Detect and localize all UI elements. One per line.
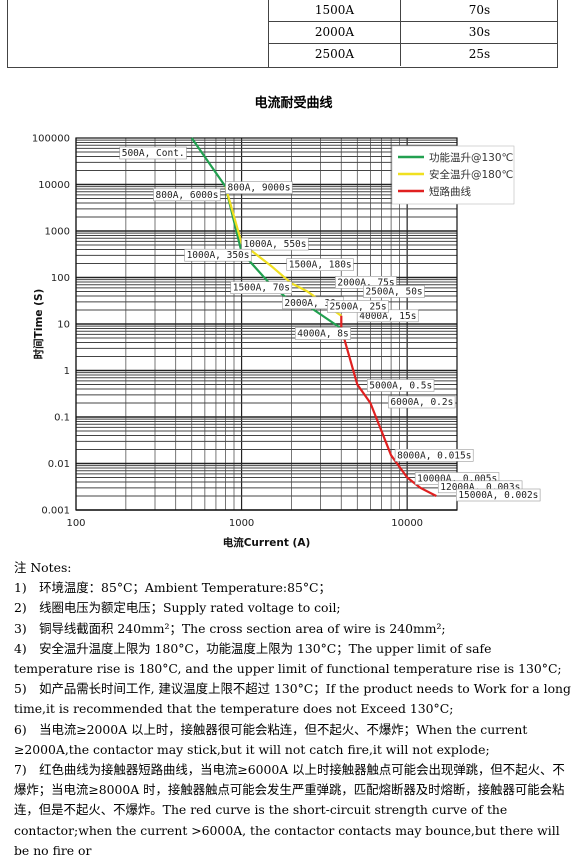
annotation-box: [294, 327, 351, 340]
notes-heading: 注 Notes:: [14, 560, 72, 575]
y-tick-label: 100000: [32, 134, 70, 145]
note-item: 3) 铜导线截面积 240mm²；The cross section area …: [14, 620, 446, 636]
annotation-label: 1000A, 550s: [244, 239, 307, 250]
annotation-label: 15000A, 0.002s: [458, 490, 538, 501]
note-item: 4) 安全温升温度上限为 180°C，功能温度上限为 130°C；The upp…: [14, 640, 562, 677]
annotation-label: 6000A, 0.2s: [390, 397, 453, 408]
annotation-label: 500A, Cont.: [122, 148, 185, 159]
annotation-label: 2500A, 50s: [365, 286, 422, 297]
legend-entry: 功能温升@130℃: [429, 151, 513, 164]
x-tick-label: 10000: [391, 518, 423, 529]
annotation-box: [456, 488, 541, 502]
annotation-box: [184, 248, 252, 262]
table-cell-current: 2500A: [269, 44, 401, 66]
legend-entry: 安全温升@180℃: [429, 168, 513, 181]
annotation-label: 10000A, 0.005s: [417, 473, 497, 484]
y-tick-label: 1000: [45, 227, 70, 238]
note-item: 6) 当电流≥2000A 以上时，接触器很可能会粘连，但不起火、不爆炸；When…: [14, 721, 528, 757]
annotation-label: 1500A, 70s: [233, 283, 290, 294]
y-axis-label: 时间Time (S): [32, 289, 45, 360]
notes-section: 注 Notes: 1) 环境温度：85°C；Ambient Temperatur…: [14, 558, 574, 861]
note-item: 7) 红色曲线为接触器短路曲线，当电流≥6000A 以上时接触器触点可能会出现弹…: [14, 762, 565, 858]
annotation-box: [153, 188, 221, 202]
annotation-box: [286, 258, 354, 271]
annotation-label: 4000A, 8s: [297, 329, 348, 340]
annotation-box: [327, 300, 389, 313]
y-tick-label: 100: [51, 273, 70, 284]
note-item: 2) 线圈电压为额定电压；Supply rated voltage to coi…: [14, 600, 341, 616]
table-row: 1500A 70s: [269, 0, 558, 22]
plot-frame: [75, 137, 458, 511]
x-tick-label: 1000: [229, 518, 254, 529]
annotation-box: [119, 146, 187, 160]
annotation-box: [363, 285, 425, 298]
annotation-label: 8000A, 0.015s: [397, 450, 471, 461]
table-cell-time: 25s: [468, 47, 491, 61]
table-merged-cell: [8, 0, 269, 67]
annotation-label: 2000A, 30s: [284, 298, 341, 309]
table-cell-current: 2000A: [269, 22, 401, 43]
table-cell-current: 1500A: [269, 0, 401, 21]
annotation-box: [225, 181, 293, 194]
annotation-box: [388, 395, 456, 409]
annotation-box: [230, 281, 293, 295]
y-tick-label: 10: [57, 320, 70, 331]
current-time-table: 1500A 70s 2000A 30s 2500A 25s: [7, 0, 558, 68]
annotation-label: 1500A, 180s: [289, 260, 352, 271]
x-axis-label: 电流Current (A): [223, 536, 311, 549]
annotation-label: 800A, 6000s: [156, 190, 219, 201]
table-row: 2000A 30s: [269, 22, 558, 44]
annotation-box: [367, 379, 435, 392]
table-cell-time: 30s: [468, 25, 491, 39]
y-tick-label: 1: [64, 366, 70, 377]
series-line: [224, 186, 342, 317]
table-cell-time: 70s: [468, 3, 491, 17]
annotation-label: 2500A, 25s: [329, 301, 386, 312]
legend-box: [391, 145, 515, 205]
annotation-label: 1000A, 350s: [187, 250, 250, 261]
annotation-label: 4000A, 15s: [359, 311, 416, 322]
chart-title: 电流耐受曲线: [254, 96, 333, 111]
annotation-label: 2000A, 75s: [337, 277, 394, 288]
y-tick-label: 10000: [38, 180, 70, 191]
y-tick-label: 0.001: [41, 506, 70, 517]
annotation-box: [241, 237, 309, 251]
annotation-label: 5000A, 0.5s: [369, 380, 432, 391]
x-tick-label: 100: [66, 518, 85, 529]
legend-entry: 短路曲线: [429, 185, 471, 198]
y-tick-label: 0.1: [54, 413, 70, 424]
annotation-label: 12000A, 0.003s: [440, 482, 520, 493]
annotation-label: 800A, 9000s: [228, 183, 291, 194]
annotation-box: [394, 449, 474, 462]
y-tick-label: 0.01: [48, 459, 70, 470]
note-item: 1) 环境温度：85°C；Ambient Temperature:85°C；: [14, 580, 331, 596]
note-item: 5) 如产品需长时间工作, 建议温度上限不超过 130°C；If the pro…: [14, 681, 571, 717]
table-row: 2500A 25s: [269, 44, 558, 66]
